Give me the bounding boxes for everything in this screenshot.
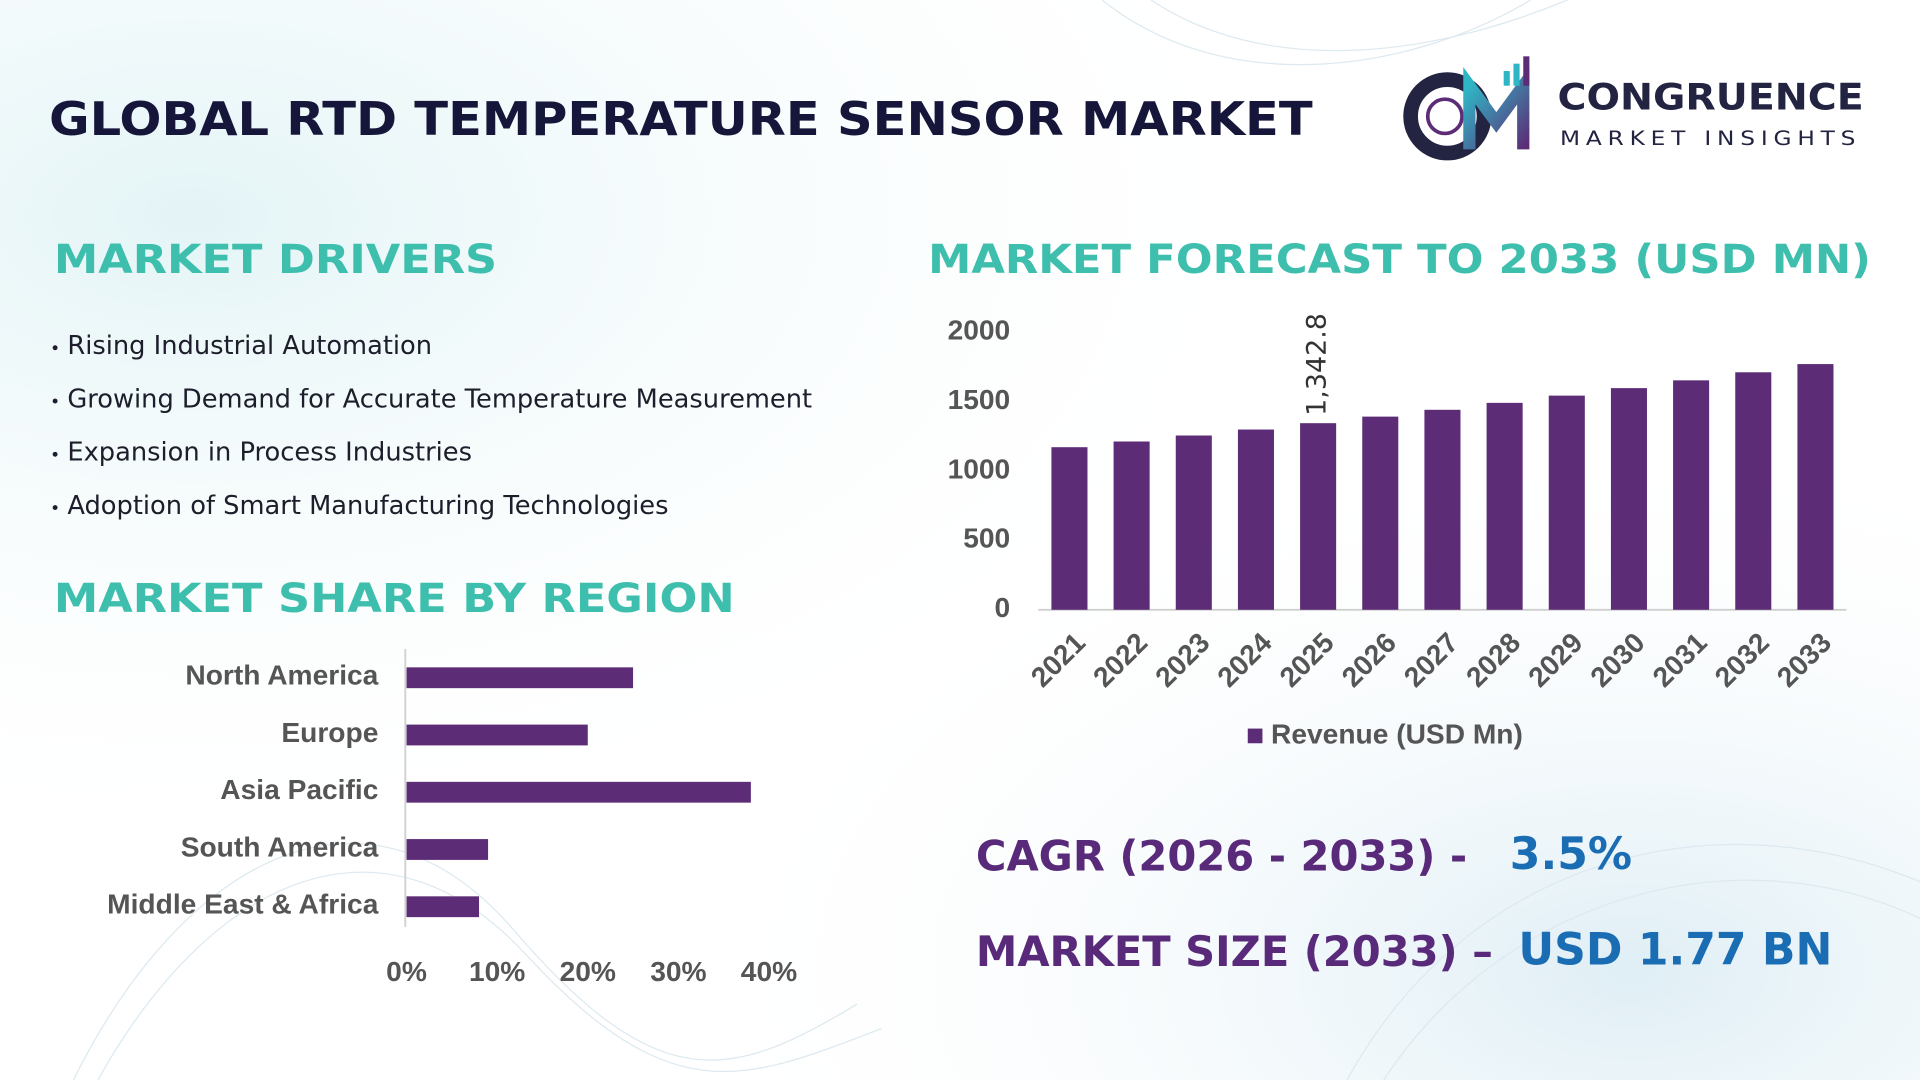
bar [406, 724, 588, 746]
bar [406, 896, 480, 918]
bar [1175, 435, 1212, 610]
y-tick-label: North America [185, 660, 378, 691]
y-tick-label: 1000 [948, 453, 1011, 484]
background-waves [72, 0, 1920, 1080]
page-title: GLOBAL RTD TEMPERATURE SENSOR MARKET [49, 92, 1313, 146]
y-tick-label: Europe [281, 717, 378, 748]
stats: CAGR (2026 - 2033) - 3.5% MARKET SIZE (203… [976, 829, 1833, 976]
x-tick-label: 40% [741, 956, 797, 987]
chart-title: MARKET SHARE BY REGION [54, 574, 735, 622]
bar [1486, 402, 1523, 610]
y-tick-label: 2000 [948, 314, 1011, 345]
stat-value: 3.5% [1510, 829, 1632, 880]
bullet [52, 505, 58, 510]
bar [1113, 441, 1150, 610]
data-label: 1,342.8 [1302, 313, 1333, 416]
logo: CONGRUENCE MARKET INSIGHTS [1403, 56, 1864, 161]
y-tick-label: 500 [963, 523, 1010, 554]
logo-globe [1425, 97, 1464, 136]
driver-item: Growing Demand for Accurate Temperature … [67, 384, 812, 414]
bar [1673, 380, 1710, 610]
bar [1797, 364, 1834, 610]
bullet [52, 345, 58, 351]
logo-bar [1513, 63, 1520, 86]
chart-title: MARKET FORECAST TO 2033 (USD MN) [928, 235, 1871, 283]
logo-tagline: MARKET INSIGHTS [1560, 127, 1861, 150]
driver-item: Rising Industrial Automation [67, 331, 432, 361]
section-title: MARKET DRIVERS [54, 235, 497, 283]
bar [1548, 395, 1585, 610]
legend-label: Revenue (USD Mn) [1271, 718, 1523, 749]
bar [406, 667, 634, 689]
y-tick-label: South America [181, 831, 379, 862]
bullet [52, 398, 58, 404]
driver-item: Adoption of Smart Manufacturing Technolo… [67, 491, 668, 521]
bar [406, 839, 489, 860]
stat-value: USD 1.77 BN [1518, 925, 1832, 976]
bar [406, 781, 751, 803]
y-tick-label: 1500 [948, 384, 1011, 415]
x-tick-label: 30% [650, 956, 706, 987]
y-tick-label: Middle East & Africa [107, 889, 379, 920]
x-tick-label: 0% [386, 956, 427, 987]
logo-ring [1403, 72, 1492, 161]
bar [1300, 423, 1337, 610]
x-tick-label: 10% [469, 956, 525, 987]
bar [1735, 372, 1772, 610]
logo-m [1463, 67, 1530, 150]
stat-label: CAGR (2026 - 2033) - [976, 832, 1467, 881]
logo-name: CONGRUENCE [1558, 76, 1864, 119]
bar [1610, 388, 1647, 610]
logo-bar [1523, 56, 1530, 86]
bar [1362, 416, 1399, 610]
x-tick-label: 20% [560, 956, 616, 987]
logo-bar [1503, 71, 1510, 86]
legend-swatch [1247, 728, 1263, 744]
driver-list: Rising Industrial Automation Growing Dema… [52, 331, 812, 521]
bar [1051, 447, 1088, 610]
bullet [52, 451, 58, 457]
stat-label: MARKET SIZE (2033) – [976, 927, 1493, 976]
y-tick-label: Asia Pacific [220, 774, 378, 805]
bar [1237, 429, 1274, 610]
driver-item: Expansion in Process Industries [67, 438, 472, 468]
bar [1424, 409, 1461, 610]
y-tick-label: 0 [995, 592, 1011, 623]
